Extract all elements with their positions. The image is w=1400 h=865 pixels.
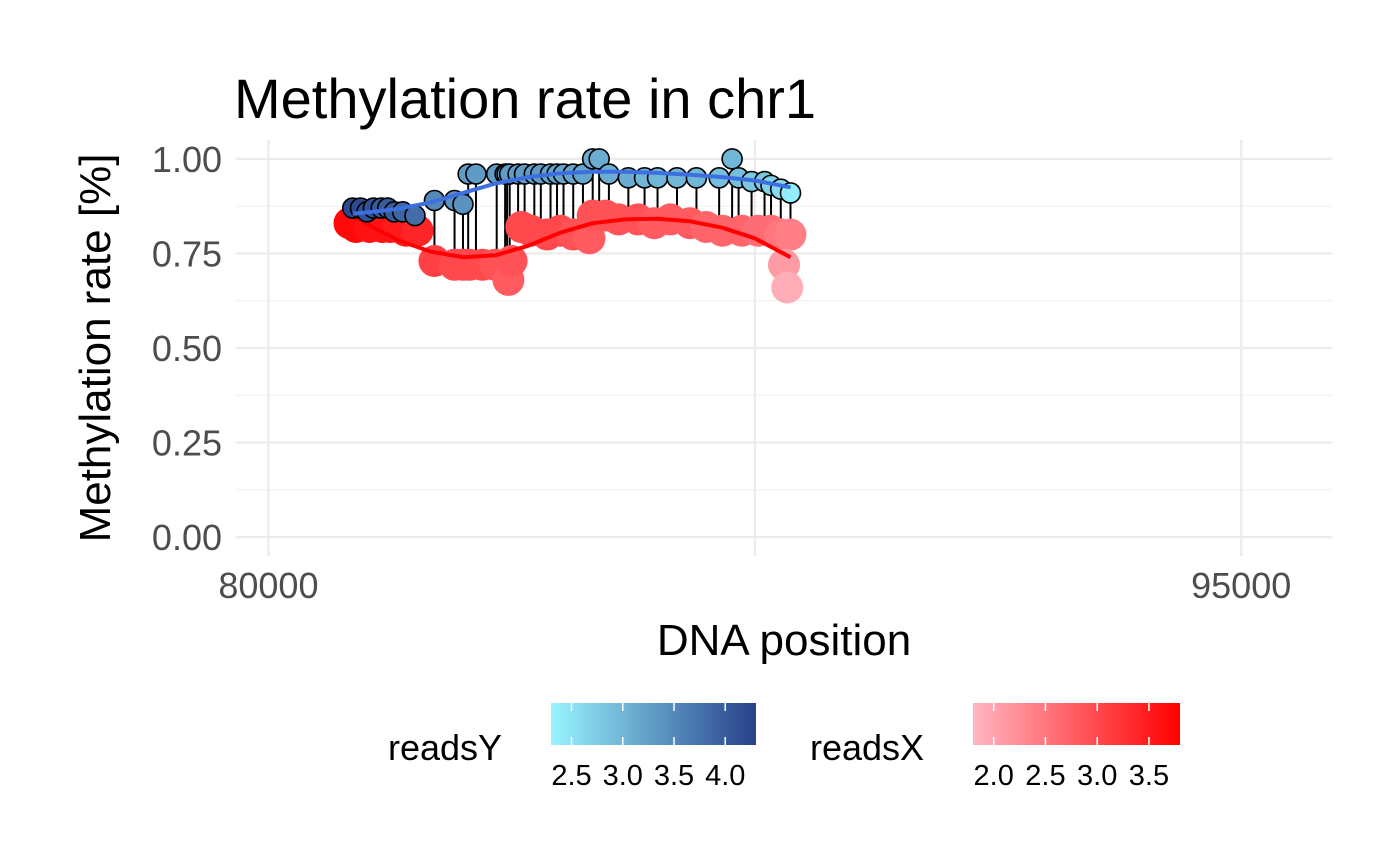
legend-tick-label: 3.5 <box>1129 760 1169 792</box>
readsY-point <box>721 148 743 170</box>
y-axis-title: Methylation rate [%] <box>71 154 120 543</box>
readsX-point <box>774 218 807 251</box>
legend-tick-label: 3.5 <box>654 760 694 792</box>
readsY-point <box>598 163 620 185</box>
y-tick-label: 0.75 <box>152 233 222 274</box>
readsY-smooth-line <box>352 169 791 216</box>
y-tick-labels: 0.00 0.25 0.50 0.75 1.00 <box>152 139 222 558</box>
y-tick-label: 0.25 <box>152 423 222 464</box>
legend-readsY: readsY 2.5 3.0 3.5 4.0 <box>388 703 756 792</box>
x-tick-label: 80000 <box>218 565 318 606</box>
x-tick-labels: 80000 95000 <box>218 565 1291 606</box>
legend-tick-label: 3.0 <box>603 760 643 792</box>
readsY-point <box>465 163 487 185</box>
legend-tick-label: 4.0 <box>705 760 745 792</box>
y-tick-label: 1.00 <box>152 139 222 180</box>
legend-readsY-colorbar <box>551 703 756 745</box>
legend-tick-label: 2.5 <box>551 760 591 792</box>
legend-readsX-colorbar <box>973 703 1180 745</box>
x-tick-label: 95000 <box>1191 565 1291 606</box>
readsX-smooth-line <box>351 213 792 260</box>
readsY-point <box>452 193 474 216</box>
legend-readsX-ticks: 2.0 2.5 3.0 3.5 <box>974 703 1169 792</box>
readsY-point <box>685 167 708 189</box>
legend-tick-label: 2.0 <box>974 760 1014 792</box>
chart-title: Methylation rate in chr1 <box>234 67 816 130</box>
legend-readsX: readsX 2.0 2.5 3.0 3.5 <box>810 703 1180 792</box>
legend-tick-label: 3.0 <box>1077 760 1117 792</box>
readsY-point <box>588 148 610 170</box>
readsY-point <box>666 167 688 189</box>
y-tick-label: 0.50 <box>152 328 222 369</box>
readsY-smooth-line <box>352 169 791 216</box>
x-axis-title: DNA position <box>657 616 911 665</box>
y-tick-label: 0.00 <box>152 517 222 558</box>
legend-readsX-title: readsX <box>810 727 924 768</box>
readsX-smooth-line <box>351 213 792 260</box>
legend-tick-label: 2.5 <box>1025 760 1065 792</box>
legend-readsY-ticks: 2.5 3.0 3.5 4.0 <box>551 703 745 792</box>
readsX-point <box>771 271 804 304</box>
legend-readsY-title: readsY <box>388 727 502 768</box>
